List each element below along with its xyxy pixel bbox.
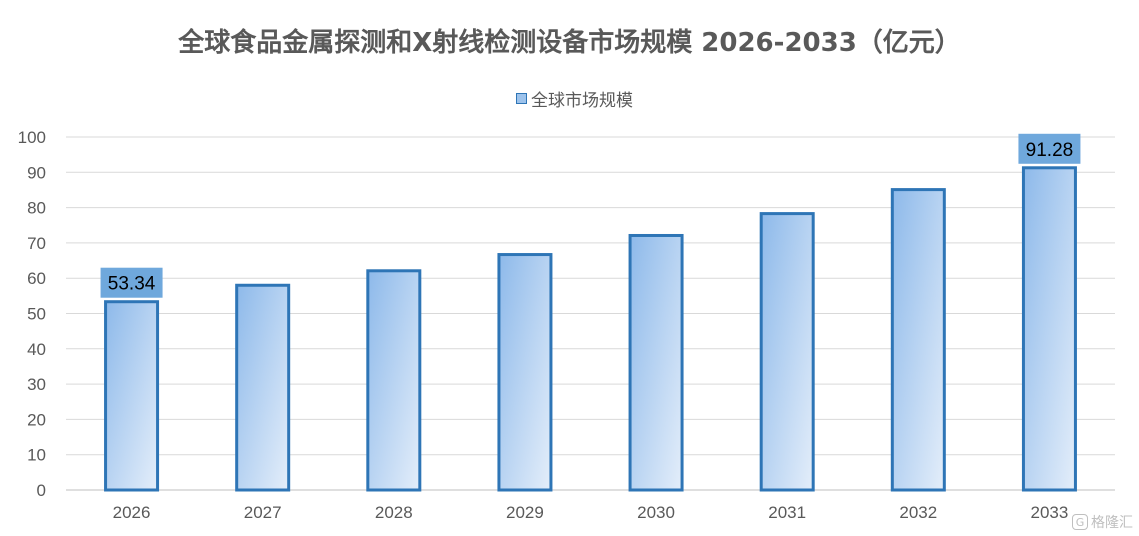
y-tick-label: 90 [27, 163, 46, 182]
data-labels: 53.34 91.28 [100, 133, 1081, 298]
y-tick-label: 80 [27, 199, 46, 218]
y-tick-label: 100 [18, 128, 46, 147]
bar [628, 233, 684, 492]
y-tick-label: 0 [37, 481, 46, 500]
bar [235, 283, 291, 492]
bar [497, 253, 553, 492]
watermark: G 格隆汇 [1072, 512, 1133, 532]
gridlines [66, 136, 1115, 491]
y-axis-ticks: 0 10 20 30 40 50 60 70 80 90 100 [18, 128, 46, 500]
data-label-box [1018, 133, 1081, 164]
x-tick-label: 2029 [506, 503, 544, 522]
legend: 全球市场规模 [0, 86, 1139, 111]
x-tick-label: 2032 [899, 503, 937, 522]
watermark-text: 格隆汇 [1091, 515, 1133, 531]
legend-label: 全球市场规模 [531, 91, 633, 111]
bar [890, 188, 946, 492]
y-tick-label: 30 [27, 375, 46, 394]
x-tick-label: 2027 [244, 503, 282, 522]
y-tick-label: 10 [27, 446, 46, 465]
y-tick-label: 60 [27, 269, 46, 288]
x-axis-ticks: 2026 2027 2028 2029 2030 2031 2032 2033 [113, 503, 1069, 522]
bar [104, 300, 160, 492]
y-tick-label: 40 [27, 340, 46, 359]
x-tick-label: 2030 [637, 503, 675, 522]
y-tick-label: 50 [27, 305, 46, 324]
x-tick-label: 2028 [375, 503, 413, 522]
bar [1021, 166, 1077, 492]
bar [366, 269, 422, 492]
chart-title: 全球食品金属探测和X射线检测设备市场规模 2026-2033（亿元） [178, 28, 961, 58]
legend-swatch [516, 93, 527, 104]
watermark-logo-icon: G [1072, 514, 1088, 530]
x-tick-label: 2033 [1031, 503, 1069, 522]
x-tick-label: 2031 [768, 503, 806, 522]
x-tick-label: 2026 [113, 503, 151, 522]
bars [104, 166, 1077, 492]
y-tick-label: 70 [27, 234, 46, 253]
y-tick-label: 20 [27, 410, 46, 429]
data-label: 53.34 [108, 274, 156, 295]
data-label-box [100, 267, 163, 298]
bar [759, 212, 815, 492]
data-label: 91.28 [1026, 140, 1074, 161]
